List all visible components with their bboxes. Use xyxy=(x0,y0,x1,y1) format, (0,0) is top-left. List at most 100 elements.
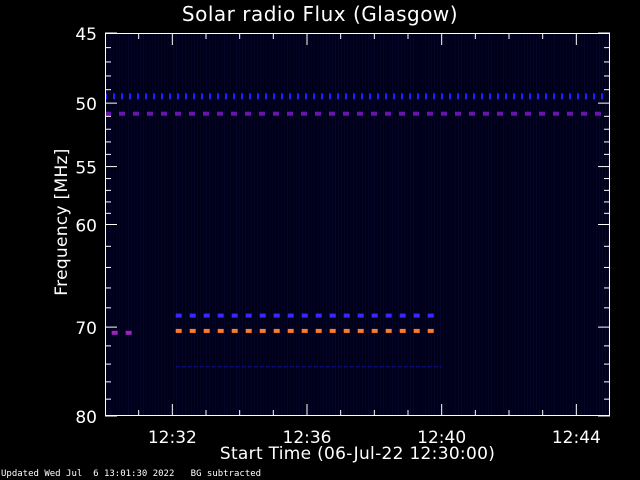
band-segment xyxy=(203,328,210,333)
noise-streak xyxy=(560,34,561,415)
noise-streak xyxy=(557,34,558,415)
band-segment xyxy=(249,93,251,100)
noise-streak xyxy=(149,34,150,415)
noise-streak xyxy=(176,34,177,415)
band-segment xyxy=(209,93,211,100)
band-segment xyxy=(287,328,294,333)
band-segment xyxy=(111,330,118,335)
band-segment xyxy=(315,313,322,318)
band-segment xyxy=(403,366,408,368)
band-segment xyxy=(231,313,238,318)
band-segment xyxy=(177,93,179,100)
band-segment xyxy=(413,328,420,333)
band-segment xyxy=(353,93,355,100)
y-axis-label: Frequency [MHz] xyxy=(52,148,72,296)
band-segment xyxy=(231,328,238,333)
band-segment xyxy=(319,366,324,368)
band-segment xyxy=(385,111,391,116)
band-segment xyxy=(223,366,228,368)
band-segment xyxy=(511,111,517,116)
noise-streak xyxy=(326,34,327,415)
noise-streak xyxy=(194,34,195,415)
band-segment xyxy=(385,93,387,100)
band-segment xyxy=(439,366,442,368)
noise-streak xyxy=(359,34,360,415)
band-segment xyxy=(229,366,234,368)
footer-status: Updated Wed Jul 6 13:01:30 2022 BG subtr… xyxy=(1,469,261,479)
band-segment xyxy=(253,366,258,368)
noise-streak xyxy=(302,34,303,415)
noise-streak xyxy=(464,34,465,415)
noise-streak xyxy=(479,34,480,415)
band-segment xyxy=(245,313,252,318)
band-segment xyxy=(401,93,403,100)
band-segment xyxy=(595,111,601,116)
noise-streak xyxy=(404,34,405,415)
band-segment xyxy=(289,366,294,368)
band-segment xyxy=(297,93,299,100)
noise-streak xyxy=(272,34,273,415)
noise-streak xyxy=(236,34,237,415)
band-segment xyxy=(529,93,531,100)
band-segment xyxy=(465,93,467,100)
band-segment xyxy=(175,366,180,368)
band-segment xyxy=(553,111,559,116)
noise-streak xyxy=(344,34,345,415)
noise-streak xyxy=(593,34,594,415)
band-segment xyxy=(217,93,219,100)
noise-streak xyxy=(293,34,294,415)
noise-streak xyxy=(536,34,537,415)
noise-streak xyxy=(137,34,138,415)
band-segment xyxy=(245,328,252,333)
noise-streak xyxy=(212,34,213,415)
band-segment xyxy=(287,111,293,116)
band-segment xyxy=(427,313,434,318)
noise-streak xyxy=(416,34,417,415)
interference-band xyxy=(175,328,434,333)
noise-streak xyxy=(434,34,435,415)
band-segment xyxy=(553,93,555,100)
y-tick-label: 50 xyxy=(75,95,97,115)
band-segment xyxy=(577,93,579,100)
noise-streak xyxy=(335,34,336,415)
band-segment xyxy=(245,111,251,116)
noise-streak xyxy=(128,34,129,415)
noise-streak xyxy=(467,34,468,415)
band-segment xyxy=(301,328,308,333)
noise-streak xyxy=(491,34,492,415)
x-axis-label: Start Time (06-Jul-22 12:30:00) xyxy=(219,444,496,464)
band-segment xyxy=(361,93,363,100)
y-tick-label: 80 xyxy=(75,408,97,428)
noise-streak xyxy=(539,34,540,415)
noise-streak xyxy=(251,34,252,415)
band-segment xyxy=(329,328,336,333)
band-segment xyxy=(137,93,139,100)
band-segment xyxy=(125,330,132,335)
band-segment xyxy=(189,328,196,333)
band-segment xyxy=(391,366,396,368)
band-segment xyxy=(185,93,187,100)
x-tick-label: 12:36 xyxy=(283,428,332,448)
noise-streak xyxy=(374,34,375,415)
noise-streak xyxy=(389,34,390,415)
band-segment xyxy=(199,366,204,368)
band-segment xyxy=(283,366,288,368)
footer-bg-note: BG subtracted xyxy=(190,469,262,479)
band-segment xyxy=(449,93,451,100)
band-segment xyxy=(355,366,360,368)
band-segment xyxy=(569,93,571,100)
band-segment xyxy=(525,111,531,116)
band-segment xyxy=(469,111,475,116)
noise-streak xyxy=(140,34,141,415)
noise-streak xyxy=(575,34,576,415)
noise-streak xyxy=(290,34,291,415)
band-segment xyxy=(147,111,153,116)
band-segment xyxy=(301,366,306,368)
noise-streak xyxy=(473,34,474,415)
band-segment xyxy=(129,93,131,100)
noise-streak xyxy=(158,34,159,415)
band-segment xyxy=(273,313,280,318)
noise-streak xyxy=(200,34,201,415)
band-segment xyxy=(217,328,224,333)
